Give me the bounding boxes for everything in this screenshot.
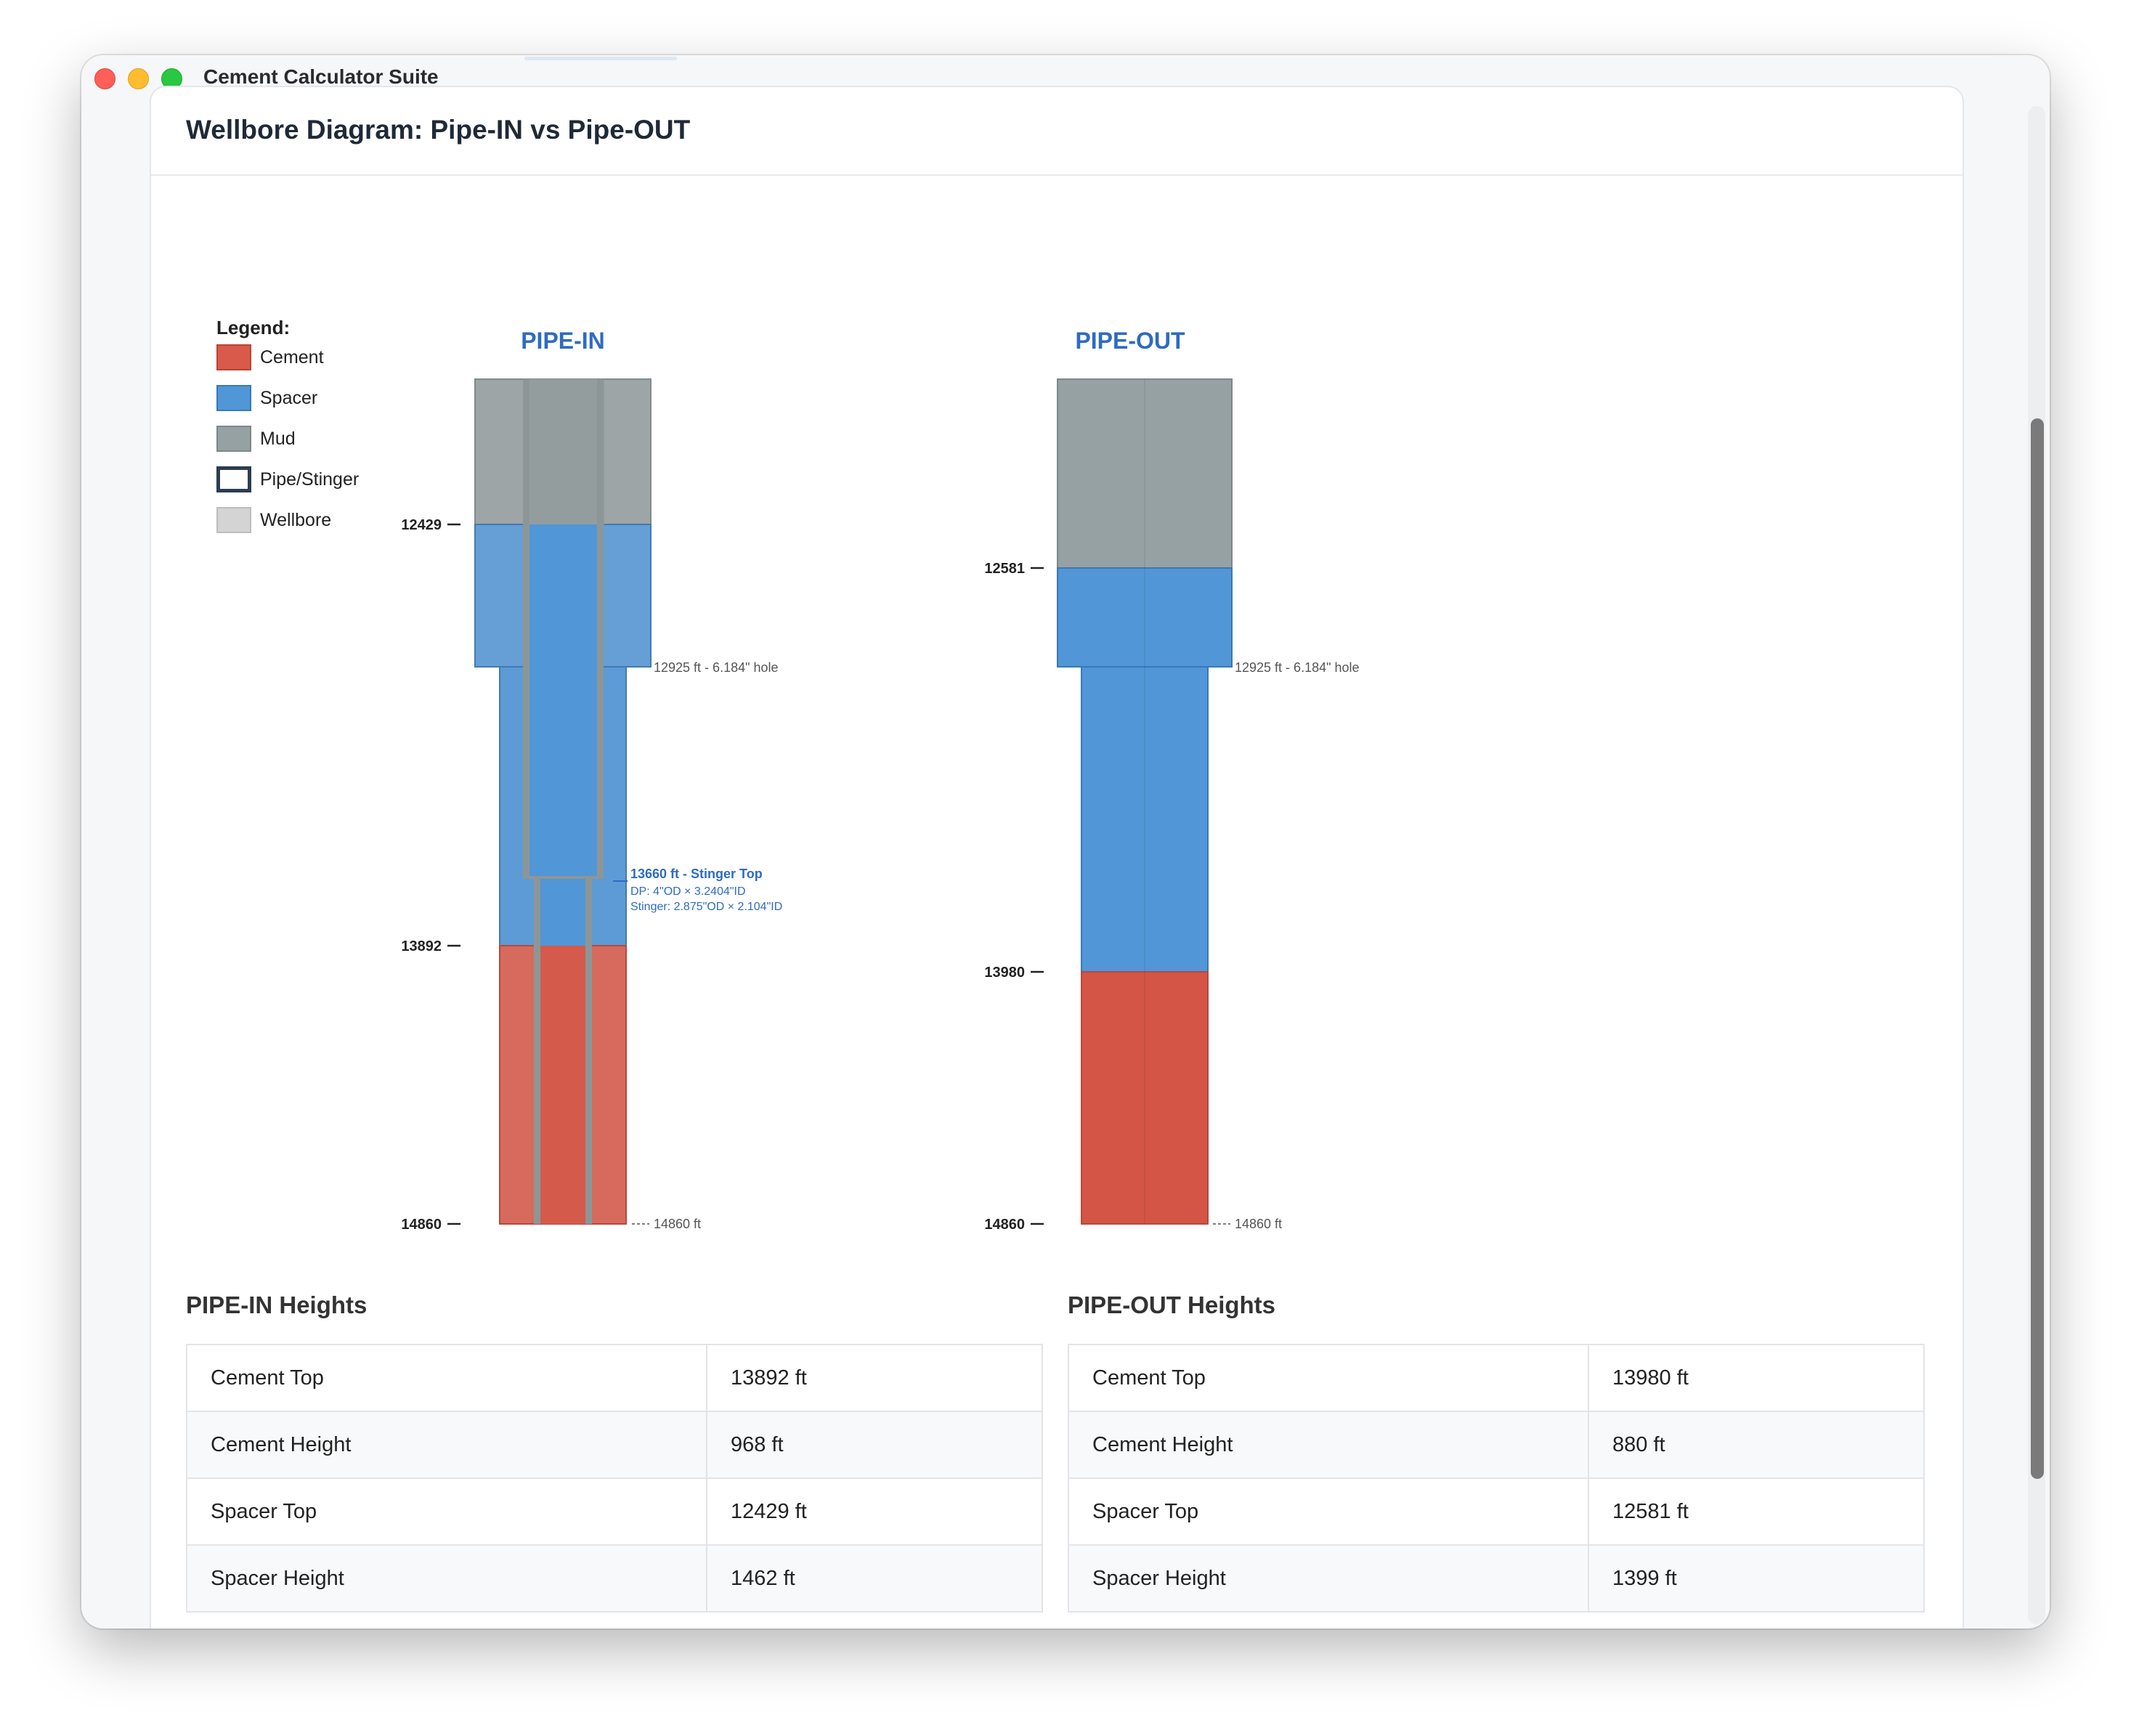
wellbore-swatch: [216, 507, 251, 533]
stinger-left-wall: [534, 879, 540, 1224]
pipe-in-heights-table: Cement Top 13892 ft Cement Height 968 ft S…: [186, 1344, 1043, 1613]
table-row: Cement Height 968 ft: [186, 1411, 1043, 1479]
row-value: 880 ft: [1588, 1411, 1925, 1479]
row-label: Spacer Top: [186, 1477, 707, 1546]
stinger-spec-label: Stinger: 2.875"OD × 2.104"ID: [630, 901, 782, 913]
drill-pipe-spacer-fill: [527, 524, 601, 879]
pipe-out-heights-table: Cement Top 13980 ft Cement Height 880 ft S…: [1068, 1344, 1925, 1613]
pipe-in-title: PIPE-IN: [521, 328, 605, 354]
close-window-button[interactable]: [94, 68, 115, 89]
row-value: 1399 ft: [1588, 1544, 1925, 1613]
pipe-out-upper-spacer: [1057, 567, 1233, 668]
mud-swatch: [216, 426, 251, 452]
pipe-out-title: PIPE-OUT: [1075, 328, 1185, 354]
cement-swatch: [216, 344, 251, 370]
legend-label: Spacer: [260, 388, 318, 408]
pipe-out-spacer-top-label: 12581: [984, 561, 1025, 577]
wellbore-card: Wellbore Diagram: Pipe-IN vs Pipe-OUT Le…: [150, 86, 1964, 1628]
row-label: Spacer Top: [1068, 1477, 1589, 1546]
row-label: Cement Top: [1068, 1344, 1589, 1412]
row-label: Spacer Height: [1068, 1544, 1589, 1613]
legend-label: Pipe/Stinger: [260, 469, 360, 490]
card-title: Wellbore Diagram: Pipe-IN vs Pipe-OUT: [186, 115, 691, 145]
pipe-out-lower-spacer: [1081, 666, 1209, 973]
row-label: Cement Height: [186, 1411, 707, 1479]
pipe-in-heights-title: PIPE-IN Heights: [186, 1291, 368, 1318]
legend-label: Wellbore: [260, 510, 332, 530]
drill-pipe-bottom-edge: [523, 876, 604, 879]
wellbore-svg: PIPE-IN 12429 13892 14860: [401, 328, 1360, 1233]
table-row: Spacer Top 12429 ft: [186, 1477, 1043, 1546]
pipe-swatch: [216, 466, 251, 492]
spacer-swatch: [216, 385, 251, 411]
row-label: Spacer Height: [186, 1544, 707, 1613]
pipe-out-casing-shoe-label: 12925 ft - 6.184" hole: [1235, 660, 1360, 675]
row-value: 13892 ft: [706, 1344, 1043, 1412]
stinger-top-label: 13660 ft - Stinger Top: [630, 867, 763, 881]
table-row: Spacer Top 12581 ft: [1068, 1477, 1925, 1546]
pipe-out-mud: [1057, 378, 1233, 569]
pipe-in-cement-top-label: 13892: [401, 938, 442, 954]
scrollbar-thumb[interactable]: [2031, 418, 2044, 1479]
table-row: Cement Top 13980 ft: [1068, 1344, 1925, 1412]
pipe-in-td-depth-label: 14860: [401, 1217, 442, 1233]
pipe-in-heights-section: PIPE-IN Heights Cement Top 13892 ft Cemen…: [186, 1291, 1043, 1613]
legend-label: Mud: [260, 429, 296, 449]
table-row: Spacer Height 1462 ft: [186, 1544, 1043, 1613]
row-value: 12429 ft: [706, 1477, 1043, 1546]
card-header: Wellbore Diagram: Pipe-IN vs Pipe-OUT: [151, 87, 1962, 176]
app-title: Cement Calculator Suite: [203, 65, 439, 88]
pipe-in-td-label: 14860 ft: [654, 1217, 701, 1231]
drill-pipe-right-wall: [597, 379, 604, 879]
legend-title: Legend:: [216, 317, 291, 338]
row-value: 1462 ft: [706, 1544, 1043, 1613]
row-value: 12581 ft: [1588, 1477, 1925, 1546]
minimize-window-button[interactable]: [128, 68, 149, 89]
table-row: Cement Height 880 ft: [1068, 1411, 1925, 1479]
stinger-cement-fill: [536, 946, 590, 1224]
row-label: Cement Height: [1068, 1411, 1589, 1479]
pipe-out-td-depth-label: 14860: [984, 1217, 1025, 1233]
stinger-spacer-fill: [536, 879, 590, 946]
row-value: 968 ft: [706, 1411, 1043, 1479]
drill-pipe-left-wall: [523, 379, 529, 879]
row-value: 13980 ft: [1588, 1344, 1925, 1412]
row-label: Cement Top: [186, 1344, 707, 1412]
app-window: Cement Calculator Suite Wellbore Diagram…: [81, 55, 2050, 1628]
drill-pipe-mud-fill: [523, 379, 604, 524]
table-row: Spacer Height 1399 ft: [1068, 1544, 1925, 1613]
table-row: Cement Top 13892 ft: [186, 1344, 1043, 1412]
pipe-out-td-label: 14860 ft: [1235, 1217, 1282, 1231]
legend-label: Cement: [260, 347, 324, 368]
pipe-out-cement-top-label: 13980: [984, 965, 1025, 981]
drill-pipe-spec-label: DP: 4"OD × 3.2404"ID: [630, 885, 746, 898]
pipe-out-heights-section: PIPE-OUT Heights Cement Top 13980 ft Ceme…: [1068, 1291, 1925, 1613]
pipe-out-cement: [1081, 971, 1209, 1225]
stinger-right-wall: [585, 879, 592, 1224]
pipe-in-casing-shoe-label: 12925 ft - 6.184" hole: [654, 660, 779, 675]
pipe-out-heights-title: PIPE-OUT Heights: [1068, 1291, 1276, 1318]
active-tab-indicator: [524, 57, 677, 60]
pipe-in-spacer-top-label: 12429: [401, 517, 442, 533]
